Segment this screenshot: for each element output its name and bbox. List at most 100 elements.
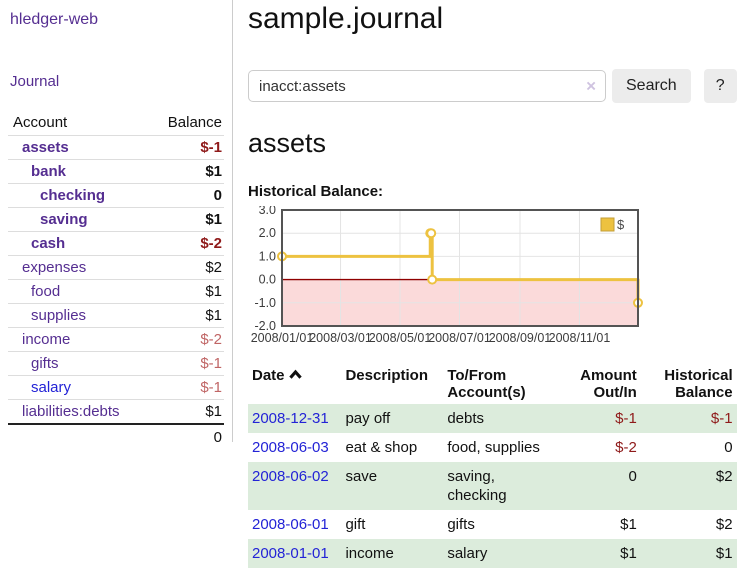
historical-balance-chart[interactable]: $3.0 2.0 1.0 0.0 -1.0 -2.0 2008/01/01 2008/03/0…: [248, 206, 737, 348]
txn-date-link[interactable]: 2008-06-01: [252, 516, 329, 533]
legend-swatch: [600, 217, 615, 232]
svg-text:2008/09/01: 2008/09/01: [489, 331, 552, 345]
account-link-saving[interactable]: saving: [40, 211, 88, 228]
transactions-table-head: Date Description To/From Account(s) Amount …: [248, 364, 737, 404]
account-link-food[interactable]: food: [31, 283, 61, 300]
accounts-rows: assets $-1 bank $1 checking 0 saving $1 cash $-2 e…: [8, 135, 224, 423]
txn-amount: $1: [620, 545, 637, 562]
th-label: Amount Out/In: [580, 367, 637, 401]
account-link-liabilities-debts[interactable]: liabilities:debts: [22, 403, 120, 420]
txn-amount: $1: [620, 516, 637, 533]
account-row: cash $-2: [8, 231, 224, 255]
txn-date-link[interactable]: 2008-01-01: [252, 545, 329, 562]
chart-title: Historical Balance:: [248, 183, 384, 200]
svg-text:3.0: 3.0: [259, 206, 276, 217]
svg-text:2008/03/01: 2008/03/01: [309, 331, 372, 345]
th-label: Historical Balance: [664, 367, 733, 401]
txn-description: eat & shop: [345, 439, 418, 456]
txn-accounts: gifts: [447, 516, 475, 533]
txn-balance: $2: [715, 516, 733, 533]
th-to-from-account-s-: To/From Account(s): [443, 364, 553, 404]
svg-text:0.0: 0.0: [259, 273, 276, 287]
account-row: expenses $2: [8, 255, 224, 279]
account-balance: $-1: [200, 379, 222, 396]
txn-description: pay off: [345, 410, 391, 427]
transaction-row: 2008-06-01 gift gifts $1 $2: [248, 510, 737, 539]
txn-amount: $-2: [615, 439, 637, 456]
account-link-supplies[interactable]: supplies: [31, 307, 87, 324]
account-balance: $1: [205, 283, 222, 300]
account-link-bank[interactable]: bank: [31, 163, 67, 180]
search-input[interactable]: [248, 70, 606, 102]
th-label: To/From Account(s): [447, 367, 526, 401]
th-description: Description: [341, 364, 443, 404]
help-button[interactable]: ?: [703, 69, 737, 103]
account-link-income[interactable]: income: [22, 331, 71, 348]
txn-date: 2008-06-01: [248, 510, 341, 539]
txn-accounts: salary: [447, 545, 488, 562]
account-row: liabilities:debts $1: [8, 399, 224, 423]
th-date[interactable]: Date: [248, 364, 341, 404]
th-label: Description: [345, 367, 428, 384]
sort-asc-icon: [288, 367, 302, 384]
account-link-salary[interactable]: salary: [31, 379, 72, 396]
txn-date-link[interactable]: 2008-12-31: [252, 410, 329, 427]
account-row: gifts $-1: [8, 351, 224, 375]
th-historical-balance: Historical Balance: [641, 364, 737, 404]
txn-description: save: [345, 468, 378, 485]
main-content: sample.journal × Search ? assets Histori…: [233, 0, 742, 568]
txn-date: 2008-12-31: [248, 404, 341, 433]
account-row: food $1: [8, 279, 224, 303]
account-row: assets $-1: [8, 135, 224, 159]
account-link-checking[interactable]: checking: [40, 187, 106, 204]
search-bar: × Search ?: [248, 69, 737, 103]
account-balance: $1: [205, 307, 222, 324]
transaction-row: 2008-01-01 income salary $1 $1: [248, 539, 737, 568]
search-button[interactable]: Search: [612, 69, 691, 103]
txn-amount: 0: [628, 468, 637, 485]
account-balance: $-1: [200, 139, 222, 156]
sidebar-item-journal[interactable]: Journal: [10, 73, 60, 90]
svg-text:-1.0: -1.0: [254, 296, 276, 310]
page-title: sample.journal: [248, 2, 444, 35]
account-link-expenses[interactable]: expenses: [22, 259, 87, 276]
app-window: hledger-web Journal Account Balance asse…: [0, 0, 742, 568]
account-link-gifts[interactable]: gifts: [31, 355, 59, 372]
sidebar: hledger-web Journal Account Balance asse…: [0, 0, 233, 446]
accounts-header-balance: Balance: [167, 114, 222, 131]
account-balance: 0: [213, 187, 222, 204]
account-balance: $1: [205, 403, 222, 420]
svg-text:2008/05/01: 2008/05/01: [369, 331, 432, 345]
txn-date-link[interactable]: 2008-06-03: [252, 439, 329, 456]
account-balance: $2: [205, 259, 222, 276]
txn-date-link[interactable]: 2008-06-02: [252, 468, 329, 485]
accounts-table-header: Account Balance: [8, 110, 224, 135]
txn-date: 2008-06-03: [248, 433, 341, 462]
svg-text:2.0: 2.0: [259, 226, 276, 240]
transaction-row: 2008-06-02 save saving, checking 0 $2: [248, 462, 737, 510]
accounts-total-value: 0: [213, 429, 222, 446]
svg-text:2008/07/01: 2008/07/01: [428, 331, 491, 345]
account-balance: $1: [205, 163, 222, 180]
txn-date: 2008-06-02: [248, 462, 341, 510]
svg-text:-2.0: -2.0: [254, 319, 276, 333]
txn-description: income: [345, 545, 394, 562]
transaction-row: 2008-12-31 pay off debts $-1 $-1: [248, 404, 737, 433]
th-amount-out-in: Amount Out/In: [553, 364, 641, 404]
txn-balance: $1: [715, 545, 733, 562]
account-balance: $1: [205, 211, 222, 228]
clear-search-icon[interactable]: ×: [586, 76, 596, 96]
account-balance: $-2: [200, 331, 222, 348]
txn-accounts: saving, checking: [447, 468, 507, 504]
accounts-header-account: Account: [13, 114, 68, 131]
account-row: checking 0: [8, 183, 224, 207]
account-heading: assets: [248, 128, 327, 158]
account-link-assets[interactable]: assets: [22, 139, 69, 156]
account-row: bank $1: [8, 159, 224, 183]
account-row: income $-2: [8, 327, 224, 351]
account-balance: $-1: [200, 355, 222, 372]
svg-text:2008/01/01: 2008/01/01: [251, 331, 314, 345]
account-link-cash[interactable]: cash: [31, 235, 66, 252]
search-box: ×: [248, 70, 606, 102]
app-title-link[interactable]: hledger-web: [10, 11, 99, 28]
